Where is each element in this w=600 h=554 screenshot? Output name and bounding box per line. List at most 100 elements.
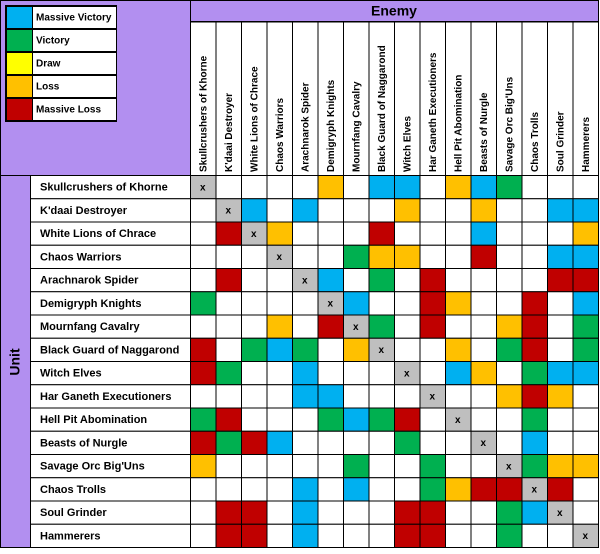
- cell: [445, 523, 472, 548]
- column-header-cell: [317, 21, 344, 176]
- legend-swatch: [6, 98, 33, 121]
- cell: [572, 291, 599, 316]
- cell: [343, 175, 370, 200]
- cell: [394, 384, 421, 409]
- cell: [572, 407, 599, 432]
- cell: [445, 221, 472, 246]
- cell: [317, 175, 344, 200]
- cell: [292, 244, 319, 269]
- cell: [547, 221, 574, 246]
- cell: [470, 268, 497, 293]
- self-marker: x: [276, 252, 282, 263]
- cell: [317, 337, 344, 362]
- cell: [572, 500, 599, 525]
- cell: [496, 500, 523, 525]
- cell: [266, 407, 293, 432]
- cell: [266, 221, 293, 246]
- cell: [241, 291, 268, 316]
- cell: [470, 407, 497, 432]
- cell: [241, 384, 268, 409]
- cell: [368, 314, 395, 339]
- self-marker: x: [302, 275, 308, 286]
- column-header: Mournfang Cavalry: [351, 81, 362, 172]
- cell: [368, 454, 395, 479]
- cell: [215, 430, 242, 455]
- cell: [292, 384, 319, 409]
- cell: [496, 407, 523, 432]
- cell: [572, 384, 599, 409]
- legend-swatch: [6, 29, 33, 52]
- cell: [521, 384, 548, 409]
- cell: [292, 430, 319, 455]
- cell: [470, 314, 497, 339]
- cell: [368, 221, 395, 246]
- cell: [215, 268, 242, 293]
- cell: [470, 500, 497, 525]
- cell: [241, 314, 268, 339]
- row-header: Black Guard of Naggarond: [40, 344, 179, 356]
- cell: [266, 384, 293, 409]
- cell: [394, 500, 421, 525]
- cell: [215, 500, 242, 525]
- legend-cell: [32, 29, 117, 52]
- row-header: Soul Grinder: [40, 507, 107, 519]
- cell: [521, 407, 548, 432]
- cell: [241, 407, 268, 432]
- cell: [419, 407, 446, 432]
- column-header: Witch Elves: [402, 116, 413, 172]
- column-header: Beasts of Nurgle: [479, 92, 490, 172]
- column-header: Hell Pit Abomination: [453, 75, 464, 172]
- cell: [266, 175, 293, 200]
- cell: [368, 198, 395, 223]
- cell: [445, 314, 472, 339]
- column-header: White Lions of Chrace: [249, 66, 260, 172]
- cell: [368, 407, 395, 432]
- self-marker: x: [404, 368, 410, 379]
- cell: [470, 244, 497, 269]
- column-header: Savage Orc Big'Uns: [504, 76, 515, 172]
- cell: [292, 198, 319, 223]
- cell: [419, 500, 446, 525]
- column-header: Soul Grinder: [555, 111, 566, 172]
- cell: [572, 198, 599, 223]
- cell: [215, 384, 242, 409]
- cell: [394, 454, 421, 479]
- column-header: Arachnarok Spider: [300, 82, 311, 172]
- self-marker: x: [251, 229, 257, 240]
- cell: [266, 291, 293, 316]
- cell: [419, 221, 446, 246]
- row-header: Savage Orc Big'Uns: [40, 461, 145, 473]
- row-header: Har Ganeth Executioners: [40, 391, 171, 403]
- self-marker: x: [225, 206, 231, 217]
- cell: [241, 268, 268, 293]
- self-marker: x: [429, 392, 435, 403]
- cell: [215, 361, 242, 386]
- cell: [445, 384, 472, 409]
- cell: [445, 291, 472, 316]
- self-marker: x: [531, 485, 537, 496]
- cell: [445, 175, 472, 200]
- cell: [445, 430, 472, 455]
- cell: [190, 477, 217, 502]
- cell: [547, 244, 574, 269]
- legend-label: Loss: [36, 82, 60, 93]
- cell: [343, 430, 370, 455]
- cell: [521, 175, 548, 200]
- cell: [343, 454, 370, 479]
- cell: [241, 477, 268, 502]
- cell: [445, 361, 472, 386]
- cell: [572, 361, 599, 386]
- cell: [470, 198, 497, 223]
- cell: [547, 268, 574, 293]
- cell: [343, 337, 370, 362]
- row-header: Chaos Trolls: [40, 484, 106, 496]
- cell: [292, 291, 319, 316]
- cell: [521, 314, 548, 339]
- cell: [190, 198, 217, 223]
- row-header: Hell Pit Abomination: [40, 414, 147, 426]
- cell: [394, 244, 421, 269]
- legend-cell: [32, 75, 117, 98]
- row-header: White Lions of Chrace: [40, 228, 156, 240]
- cell: [343, 500, 370, 525]
